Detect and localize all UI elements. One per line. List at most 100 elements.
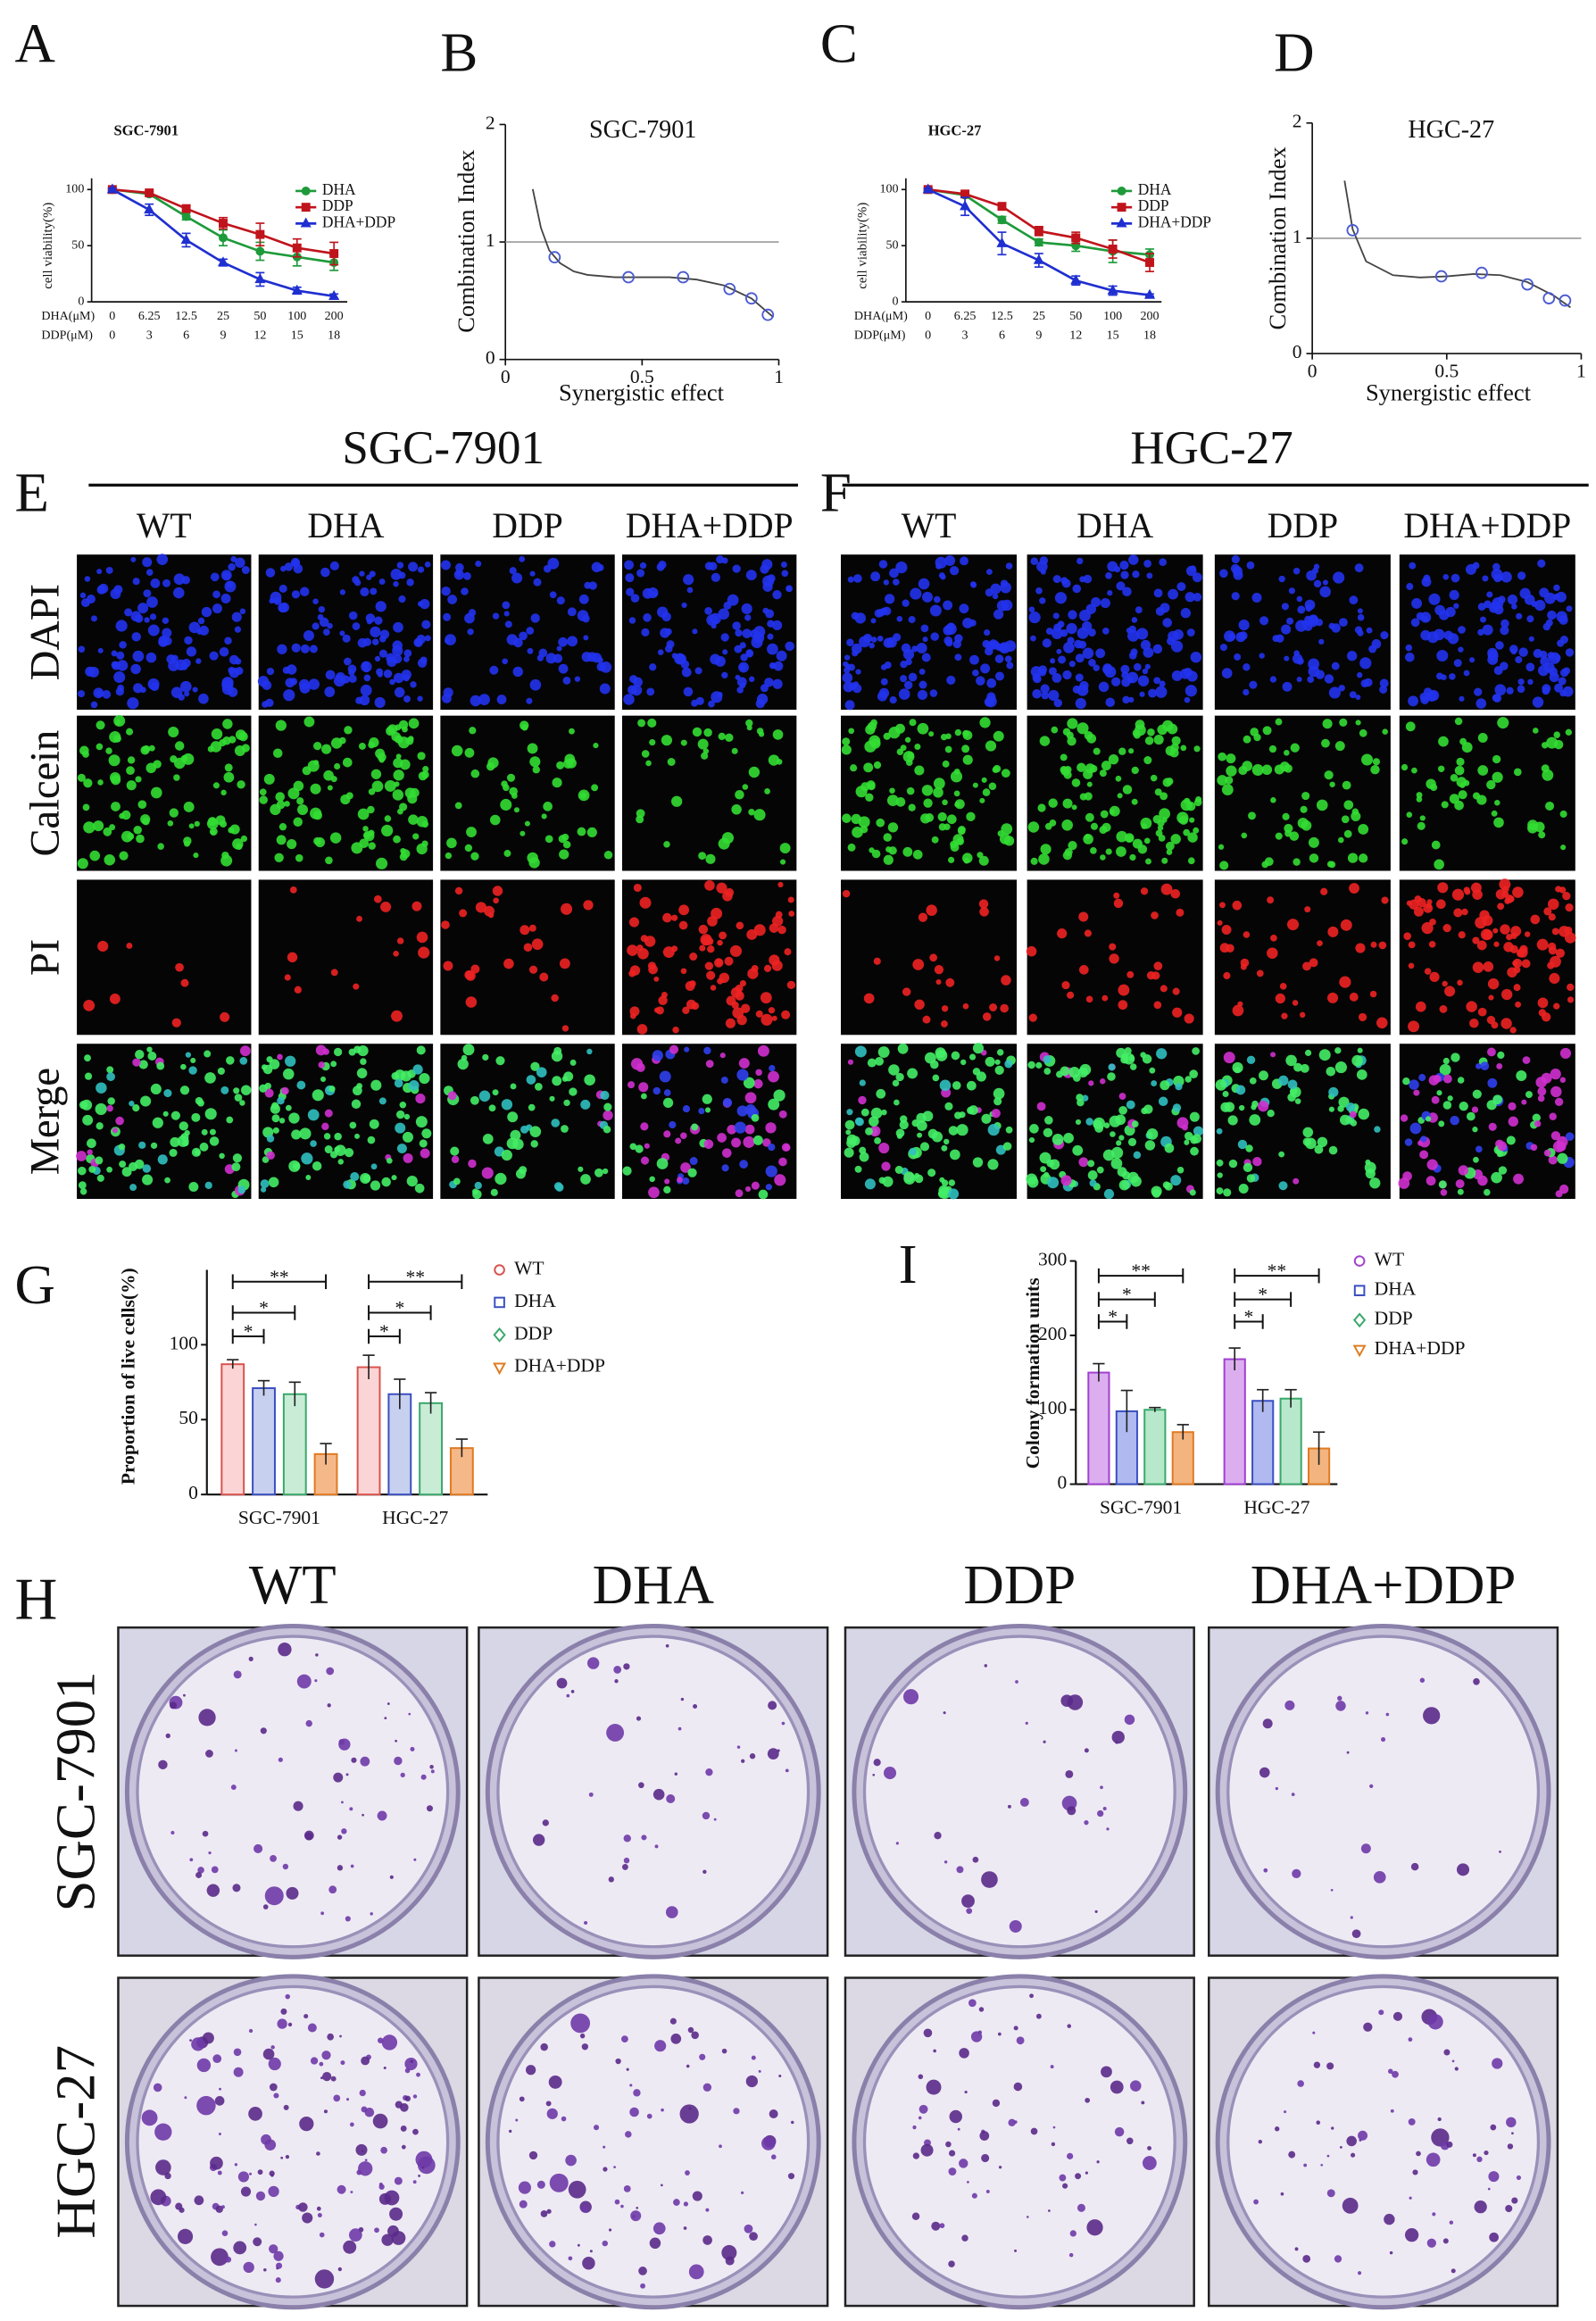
cell <box>1472 936 1480 944</box>
colony <box>589 2250 593 2253</box>
cell <box>188 1181 199 1192</box>
colony <box>621 1863 628 1870</box>
cell <box>229 667 240 678</box>
cell <box>150 682 160 692</box>
colony <box>189 2039 192 2042</box>
cell <box>1285 1054 1297 1067</box>
cell <box>702 936 712 946</box>
cell <box>883 854 894 865</box>
y-tick-label: 0 <box>1058 1472 1068 1493</box>
cell <box>1166 849 1173 855</box>
cell <box>1559 636 1568 645</box>
colony <box>278 1642 292 1657</box>
cell <box>1157 825 1164 831</box>
cell <box>941 1179 949 1186</box>
cell <box>1180 608 1192 619</box>
cell <box>895 1072 904 1082</box>
cell <box>1322 719 1333 729</box>
cell <box>778 1157 787 1167</box>
colony <box>540 2042 548 2051</box>
cell <box>405 736 414 745</box>
cell <box>228 827 235 834</box>
cell <box>751 1181 760 1190</box>
cell <box>944 745 952 753</box>
cell <box>1062 670 1072 680</box>
cell <box>630 594 640 603</box>
cell <box>1102 628 1110 635</box>
cell <box>1261 764 1273 776</box>
colony <box>653 2222 666 2235</box>
x-tick-label: 6 <box>183 328 189 342</box>
colony <box>230 1784 237 1791</box>
cell <box>689 1157 698 1166</box>
cell <box>84 1054 91 1062</box>
cell <box>1290 1086 1301 1098</box>
cell <box>395 1122 406 1134</box>
cell <box>1270 797 1276 803</box>
legend-label: WT <box>1375 1249 1404 1270</box>
colony <box>509 2129 512 2134</box>
cell <box>119 851 129 861</box>
cell <box>1128 625 1136 634</box>
micrograph <box>621 715 797 871</box>
colony <box>364 2159 368 2162</box>
cell <box>740 653 748 661</box>
cell <box>1170 888 1181 899</box>
cell <box>1052 672 1062 683</box>
cell <box>942 799 948 806</box>
cell <box>1451 1052 1460 1062</box>
cell <box>876 818 885 828</box>
cell <box>869 1126 881 1137</box>
cell <box>919 680 927 689</box>
plate <box>1226 1635 1541 1949</box>
cell <box>271 1114 280 1123</box>
cell <box>470 852 479 861</box>
cell <box>353 578 362 586</box>
cell <box>352 622 361 630</box>
cell <box>115 620 128 632</box>
cell <box>509 567 517 575</box>
cell <box>526 627 535 635</box>
cell <box>1557 1152 1568 1164</box>
cell <box>489 814 501 826</box>
colony <box>1096 2160 1100 2164</box>
cell <box>1144 736 1154 745</box>
cell <box>1533 648 1542 659</box>
cell <box>190 1057 196 1064</box>
column-label: DHA <box>593 1553 714 1616</box>
colony <box>1457 1863 1470 1876</box>
colony <box>1389 2250 1393 2255</box>
data-point <box>744 292 758 305</box>
cell <box>978 899 989 909</box>
colony <box>579 2033 586 2039</box>
cell <box>1075 673 1084 682</box>
colony <box>1492 2058 1503 2069</box>
legend-label: DHA+DDP <box>514 1355 605 1377</box>
cell <box>900 675 908 683</box>
colony <box>1404 2227 1419 2242</box>
cell <box>1172 1007 1183 1018</box>
cell <box>947 622 955 631</box>
cell <box>1517 571 1526 580</box>
cell <box>888 846 897 855</box>
cell <box>1141 823 1148 829</box>
cell <box>1565 648 1575 657</box>
cell <box>375 601 387 612</box>
cell <box>869 1116 879 1127</box>
cell <box>1374 1126 1381 1133</box>
cell <box>846 638 854 646</box>
colony <box>640 2283 645 2289</box>
cell <box>1507 594 1518 605</box>
cell <box>359 695 370 706</box>
cell <box>917 722 929 735</box>
colony <box>323 2109 328 2114</box>
cell <box>1057 620 1065 628</box>
cell <box>844 1147 854 1158</box>
cell <box>1143 559 1151 568</box>
colony <box>1472 2153 1476 2158</box>
cell <box>927 1128 938 1139</box>
cell <box>1521 1099 1527 1105</box>
cell <box>212 603 222 614</box>
cell <box>369 736 379 748</box>
cell <box>1072 1144 1084 1156</box>
